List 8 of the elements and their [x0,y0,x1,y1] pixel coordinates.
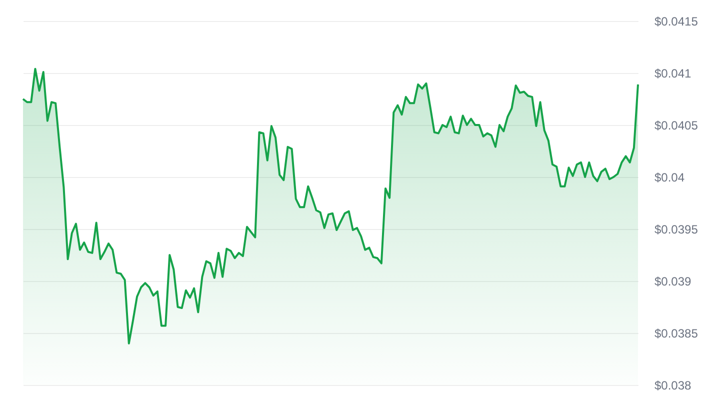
y-tick-label: $0.041 [654,66,692,80]
y-tick-label: $0.0415 [654,14,698,28]
y-tick-label: $0.039 [654,274,692,288]
y-tick-label: $0.0395 [654,222,698,236]
y-tick-label: $0.0405 [654,118,698,132]
y-tick-label: $0.0385 [654,326,698,340]
y-tick-label: $0.04 [654,170,685,184]
y-tick-label: $0.038 [654,378,692,392]
